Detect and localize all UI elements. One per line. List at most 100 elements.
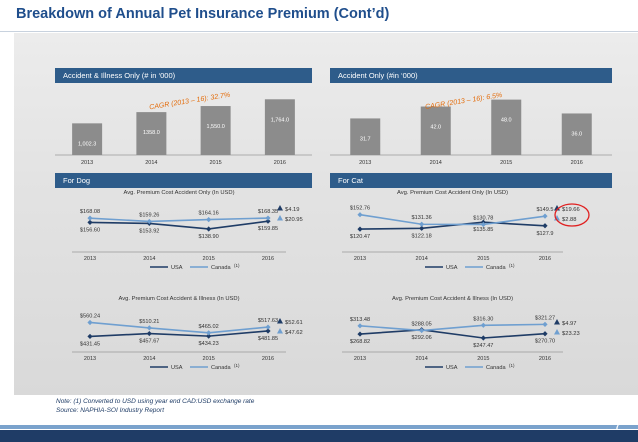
dog-ao-tick-2015: 2015: [203, 256, 215, 262]
ai-bars-bar-label-2014: 1358.0: [143, 130, 160, 136]
cat-ai-legend-usa: USA: [446, 365, 458, 371]
ao-bars-tick-2016: 2016: [571, 160, 583, 166]
cat-ao-highlight-circle: [554, 203, 590, 227]
dog-ai-tick-2013: 2013: [84, 356, 96, 362]
cat-ao-point-usa-2013: [357, 226, 363, 232]
ai-bars-tick-2014: 2014: [145, 160, 157, 166]
cat-ai-title: Avg. Premium Cost Accident & Illness (In…: [392, 296, 513, 302]
ai-bars-bar-2013: [72, 123, 103, 155]
cat-ao-legend-canada: Canada: [486, 265, 506, 271]
cat-ai-legend-footnote: (1): [509, 363, 515, 368]
cat-ao-point-canada-2016: [542, 213, 548, 219]
cat-ai-point-canada-2014: [419, 327, 425, 334]
cat-ai-tick-2014: 2014: [416, 356, 428, 362]
cat-ao-line-canada: [359, 213, 546, 226]
ao-bars-cagr-annotation: CAGR (2013 – 16): 6.5%: [425, 92, 503, 111]
cat-ao-line-usa: [359, 221, 546, 230]
dog-ai-delta-1: $47.62: [285, 330, 303, 336]
ai-bars-tick-2016: 2016: [274, 160, 286, 166]
cat-ai-point-usa-2015: [480, 335, 486, 341]
dog-ao-line-canada: [89, 217, 269, 223]
ao-bars-bar-label-2015: 48.0: [501, 118, 512, 124]
dog-ao-point-canada-2015: [206, 216, 212, 223]
dog-ai-point-canada-2013: [87, 319, 93, 326]
dog-ai-title: Avg. Premium Cost Accident & Illness (In…: [118, 296, 239, 302]
cat-ao-tick-2016: 2016: [539, 256, 551, 262]
ai-bars-bar-2015: [200, 106, 231, 155]
cat-ao-delta-0: $19.66: [562, 207, 580, 213]
cat-ai-label-canada-2015: $316.30: [473, 316, 493, 322]
cat-ai-point-canada-2016: [542, 321, 548, 327]
ao-bars-bar-2014: [420, 106, 451, 155]
ao-bars-bar-2013: [350, 118, 381, 155]
dog-ai-legend-footnote: (1): [234, 363, 240, 368]
dog-ao-label-canada-2015: $164.16: [199, 211, 219, 217]
cat-ao-tick-2015: 2015: [477, 256, 489, 262]
cat-ao-point-canada-2013: [357, 212, 363, 218]
footnote: Note: (1) Converted to USD using year en…: [56, 398, 254, 415]
ao-bars-bar-label-2014: 42.0: [430, 125, 441, 131]
ai-bars-tick-2015: 2015: [210, 160, 222, 166]
cat-ao-label-canada-2013: $152.76: [350, 206, 370, 212]
ai-bars-bar-2016: [264, 99, 295, 155]
cat-ai-delta-arrow-1: [554, 329, 560, 335]
dog-ao-delta-arrow-1: [277, 215, 283, 221]
cat-ai-delta-0: $4.97: [562, 321, 577, 327]
footer-bar: [0, 430, 638, 442]
cat-ai-tick-2016: 2016: [539, 356, 551, 362]
cat-ao-tick-2013: 2013: [354, 256, 366, 262]
accident-only-header: Accident Only (#in ‘000): [330, 68, 612, 83]
cat-ao-label-canada-2015: $130.78: [473, 215, 493, 221]
dog-ao-label-usa-2016: $159.85: [258, 226, 278, 232]
dog-ai-legend-canada: Canada: [211, 365, 231, 371]
dog-ao-label-usa-2015: $138.90: [199, 234, 219, 240]
dog-ai-label-usa-2013: $431.45: [80, 341, 100, 347]
dog-ai-tick-2016: 2016: [262, 356, 274, 362]
cat-ai-label-canada-2014: $288.05: [412, 322, 432, 328]
cat-ao-legend-usa: USA: [446, 265, 458, 271]
cat-ao-legend-footnote: (1): [509, 263, 515, 268]
dog-ai-tick-2015: 2015: [203, 356, 215, 362]
dog-ao-label-usa-2014: $153.92: [139, 228, 159, 234]
dog-ao-legend-usa: USA: [171, 265, 183, 271]
footer-accent: [0, 425, 638, 429]
dog-ao-delta-0: $4.19: [285, 207, 300, 213]
dog-ao-label-canada-2013: $168.08: [80, 209, 100, 215]
dog-ai-delta-0: $52.61: [285, 320, 303, 326]
cat-header: For Cat: [330, 173, 612, 188]
dog-ai-label-usa-2014: $457.67: [139, 339, 159, 345]
dog-ai-point-usa-2014: [146, 330, 152, 337]
dog-ao-title: Avg. Premium Cost Accident Only (In USD): [123, 190, 234, 196]
cat-ao-label-canada-2014: $131.36: [412, 215, 432, 221]
dog-ai-line-canada: [89, 321, 269, 334]
dog-ao-label-canada-2016: $168.35: [258, 209, 278, 215]
dog-ao-delta-1: $20.95: [285, 217, 303, 223]
cat-ao-label-usa-2014: $122.18: [412, 233, 432, 239]
cat-ai-label-usa-2016: $270.70: [535, 339, 555, 345]
dog-ai-point-canada-2016: [265, 324, 271, 330]
dog-ai-label-usa-2015: $434.23: [199, 341, 219, 347]
dog-header: For Dog: [55, 173, 312, 188]
dog-ao-label-usa-2013: $156.60: [80, 227, 100, 233]
cat-ai-label-usa-2013: $268.82: [350, 339, 370, 345]
cat-ao-title: Avg. Premium Cost Accident Only (In USD): [397, 190, 508, 196]
dog-ao-legend-footnote: (1): [234, 263, 240, 268]
cat-ai-point-usa-2016: [542, 331, 548, 337]
ao-bars-tick-2015: 2015: [500, 160, 512, 166]
cat-ai-point-canada-2013: [357, 323, 363, 329]
cat-ai-label-canada-2016: $321.27: [535, 315, 555, 321]
dog-ao-line-usa: [89, 220, 269, 230]
cat-ai-delta-1: $23.23: [562, 331, 580, 337]
dog-ao-legend-canada: Canada: [211, 265, 231, 271]
dog-ai-label-canada-2016: $517.63: [258, 318, 278, 324]
cat-ao-point-usa-2014: [419, 225, 425, 231]
cat-ai-label-canada-2013: $313.48: [350, 317, 370, 323]
dog-ai-label-canada-2015: $465.02: [199, 324, 219, 330]
accident-illness-header: Accident & Illness Only (# in ‘000): [55, 68, 312, 83]
cat-ai-tick-2015: 2015: [477, 356, 489, 362]
dog-ao-point-canada-2016: [265, 215, 271, 221]
dog-ao-point-usa-2013: [87, 219, 93, 226]
cat-ai-tick-2013: 2013: [354, 356, 366, 362]
dog-ai-label-canada-2013: $560.24: [80, 313, 100, 319]
